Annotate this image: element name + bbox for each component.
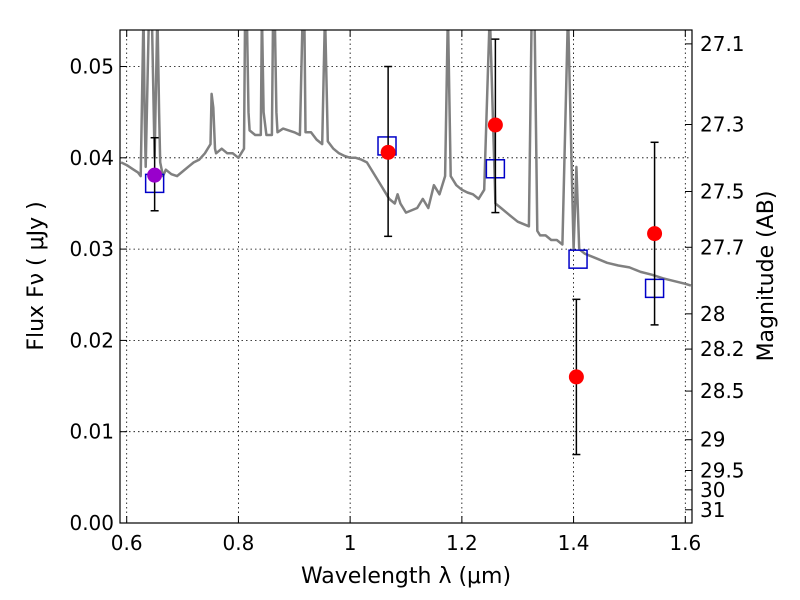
y2-tick-label-8: 29.5 [700, 459, 745, 483]
y2-tick-label-0: 27.1 [700, 32, 745, 56]
y-tick-label-4: 0.04 [69, 146, 114, 170]
x-tick-label-2: 1 [344, 531, 357, 555]
marker-layer [144, 38, 665, 456]
spectrum-line [120, 30, 692, 287]
x-tick-label-5: 1.6 [669, 531, 701, 555]
grid [120, 30, 692, 524]
spectrum-layer [120, 30, 692, 287]
y2-axis-label: Magnitude (AB) [754, 191, 779, 362]
x-tick-label-3: 1.2 [446, 531, 478, 555]
ticks: 0.6 0.8 1 1.2 1.4 1.6 0.00 0.01 0.02 0.03 0.04 0.05… [69, 30, 745, 555]
plot-frame [119, 29, 693, 524]
observed-point-1 [380, 144, 396, 160]
y2-tick-label-9: 30 [700, 478, 725, 502]
y2-tick-label-5: 28.2 [700, 337, 745, 361]
x-tick-label-0: 0.6 [111, 531, 143, 555]
y-axis-label: Flux Fν ( μJy ) [24, 201, 49, 350]
x-tick-label-4: 1.4 [558, 531, 590, 555]
y2-tick-label-1: 27.3 [700, 112, 745, 136]
observed-point-0 [147, 167, 163, 183]
observed-point-2 [487, 117, 503, 133]
y-tick-label-1: 0.01 [69, 420, 114, 444]
y2-tick-label-6: 28.5 [700, 379, 745, 403]
y-tick-label-5: 0.05 [69, 55, 114, 79]
observed-point-4 [647, 226, 663, 242]
x-axis-label: Wavelength λ (μm) [301, 564, 511, 589]
y2-tick-label-7: 29 [700, 428, 725, 452]
y2-tick-label-10: 31 [700, 498, 725, 522]
x-tick-label-1: 0.8 [223, 531, 255, 555]
y2-tick-label-3: 27.7 [700, 235, 745, 259]
y2-tick-label-4: 28 [700, 302, 725, 326]
model-square-3 [568, 249, 588, 269]
y-tick-label-3: 0.03 [69, 237, 114, 261]
observed-point-3 [568, 369, 584, 385]
y-tick-label-0: 0.00 [69, 511, 114, 535]
y-tick-label-2: 0.02 [69, 328, 114, 352]
y2-tick-label-2: 27.5 [700, 180, 745, 204]
